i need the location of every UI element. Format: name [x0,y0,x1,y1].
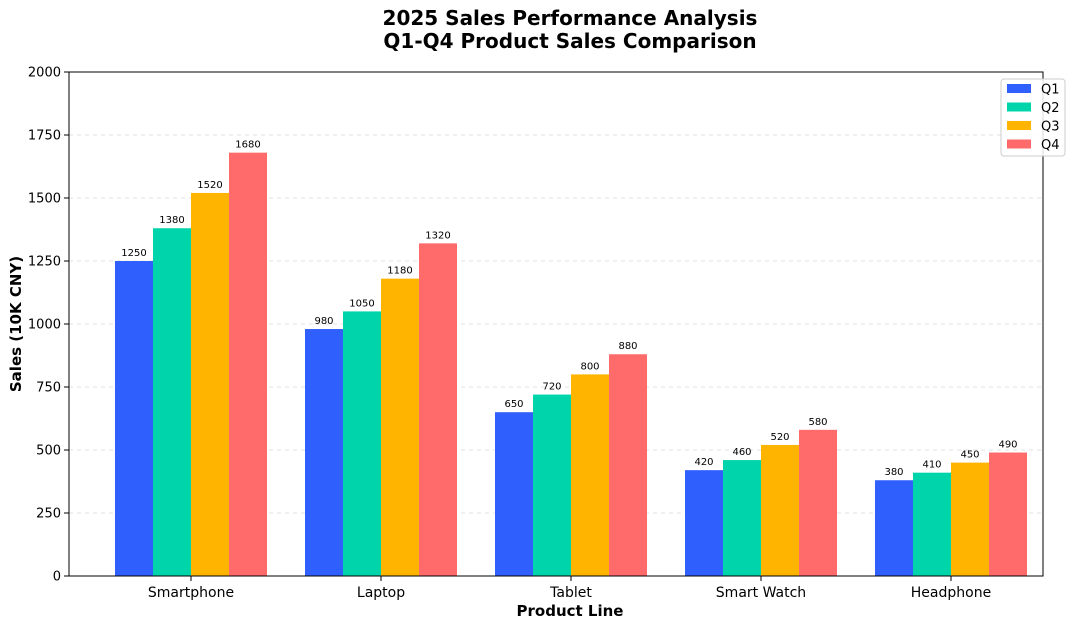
bar-value-label: 490 [998,440,1017,451]
y-axis: 0 250 500 750 1000 1250 1500 1750 2000 [28,66,69,585]
bar-value-label: 1250 [121,248,146,259]
bar-q2 [533,394,571,576]
bar-value-label: 520 [770,432,789,443]
y-tick-label: 250 [36,507,61,522]
bar-value-label: 1320 [425,230,450,241]
legend-label: Q1 [1041,83,1060,98]
bar-value-label: 800 [580,361,599,372]
legend-box [1000,78,1066,157]
x-axis-label: Product Line [517,602,624,620]
y-tick-label: 750 [36,381,61,396]
bar-value-label: 880 [618,341,637,352]
bar-value-label: 1680 [235,140,260,151]
bar-q1 [305,329,343,576]
x-tick-label: Smartphone [148,585,234,601]
bar-q2 [913,472,951,576]
bar-q1 [685,470,723,576]
x-tick-label: Smart Watch [716,585,806,601]
legend-label: Q4 [1041,138,1060,153]
bar-q3 [951,462,989,576]
data-labels: 1250 1380 1520 1680 980 1050 1180 1320 650 720 800… [121,140,1017,479]
bar-q4 [989,452,1027,576]
legend-swatch [1007,102,1031,112]
bar-value-label: 720 [542,382,561,393]
bar-q3 [761,444,799,576]
legend-swatch [1007,84,1031,93]
y-tick-label: 1000 [28,318,61,333]
bar-q2 [153,228,191,577]
chart-title: 2025 Sales Performance Analysis [383,6,758,30]
bar-value-label: 450 [960,450,979,461]
bar-value-label: 460 [732,447,751,458]
legend-swatch [1007,121,1031,130]
bar-value-label: 580 [808,417,827,428]
bar-q3 [381,278,419,576]
legend: Q1 Q2 Q3 Q4 [1000,78,1066,157]
bar-q2 [723,460,761,576]
chart-subtitle: Q1-Q4 Product Sales Comparison [383,29,756,53]
bar-q1 [115,261,153,576]
y-tick-label: 0 [53,570,61,585]
bar-value-label: 380 [884,467,903,478]
legend-label: Q2 [1041,101,1060,116]
x-tick-label: Laptop [357,585,405,601]
x-tick-label: Tablet [549,585,592,601]
bar-q4 [799,429,837,576]
x-tick-label: Headphone [911,585,991,601]
bar-q3 [571,374,609,576]
y-tick-label: 1250 [28,255,61,270]
bar-value-label: 410 [922,460,941,471]
legend-swatch [1007,139,1031,149]
y-axis-label: Sales (10K CNY) [7,256,25,392]
bars [115,152,1027,577]
bar-q4 [609,354,647,576]
bar-value-label: 650 [504,399,523,410]
y-tick-label: 1750 [28,129,61,144]
bar-value-label: 420 [694,457,713,468]
y-tick-label: 1500 [28,192,61,207]
bar-q2 [343,311,381,576]
bar-q1 [495,412,533,576]
bar-value-label: 980 [314,316,333,327]
y-tick-label: 2000 [28,66,61,81]
y-tick-label: 500 [36,444,61,459]
bar-value-label: 1180 [387,266,412,277]
bar-value-label: 1050 [349,298,374,309]
bar-q4 [229,152,267,576]
bar-q1 [875,480,913,576]
bar-q4 [419,243,457,577]
x-axis: Smartphone Laptop Tablet Smart Watch Headpho… [148,576,991,601]
bar-q3 [191,192,229,576]
bar-value-label: 1380 [159,215,184,226]
legend-label: Q3 [1041,120,1060,135]
bar-value-label: 1520 [197,180,222,191]
